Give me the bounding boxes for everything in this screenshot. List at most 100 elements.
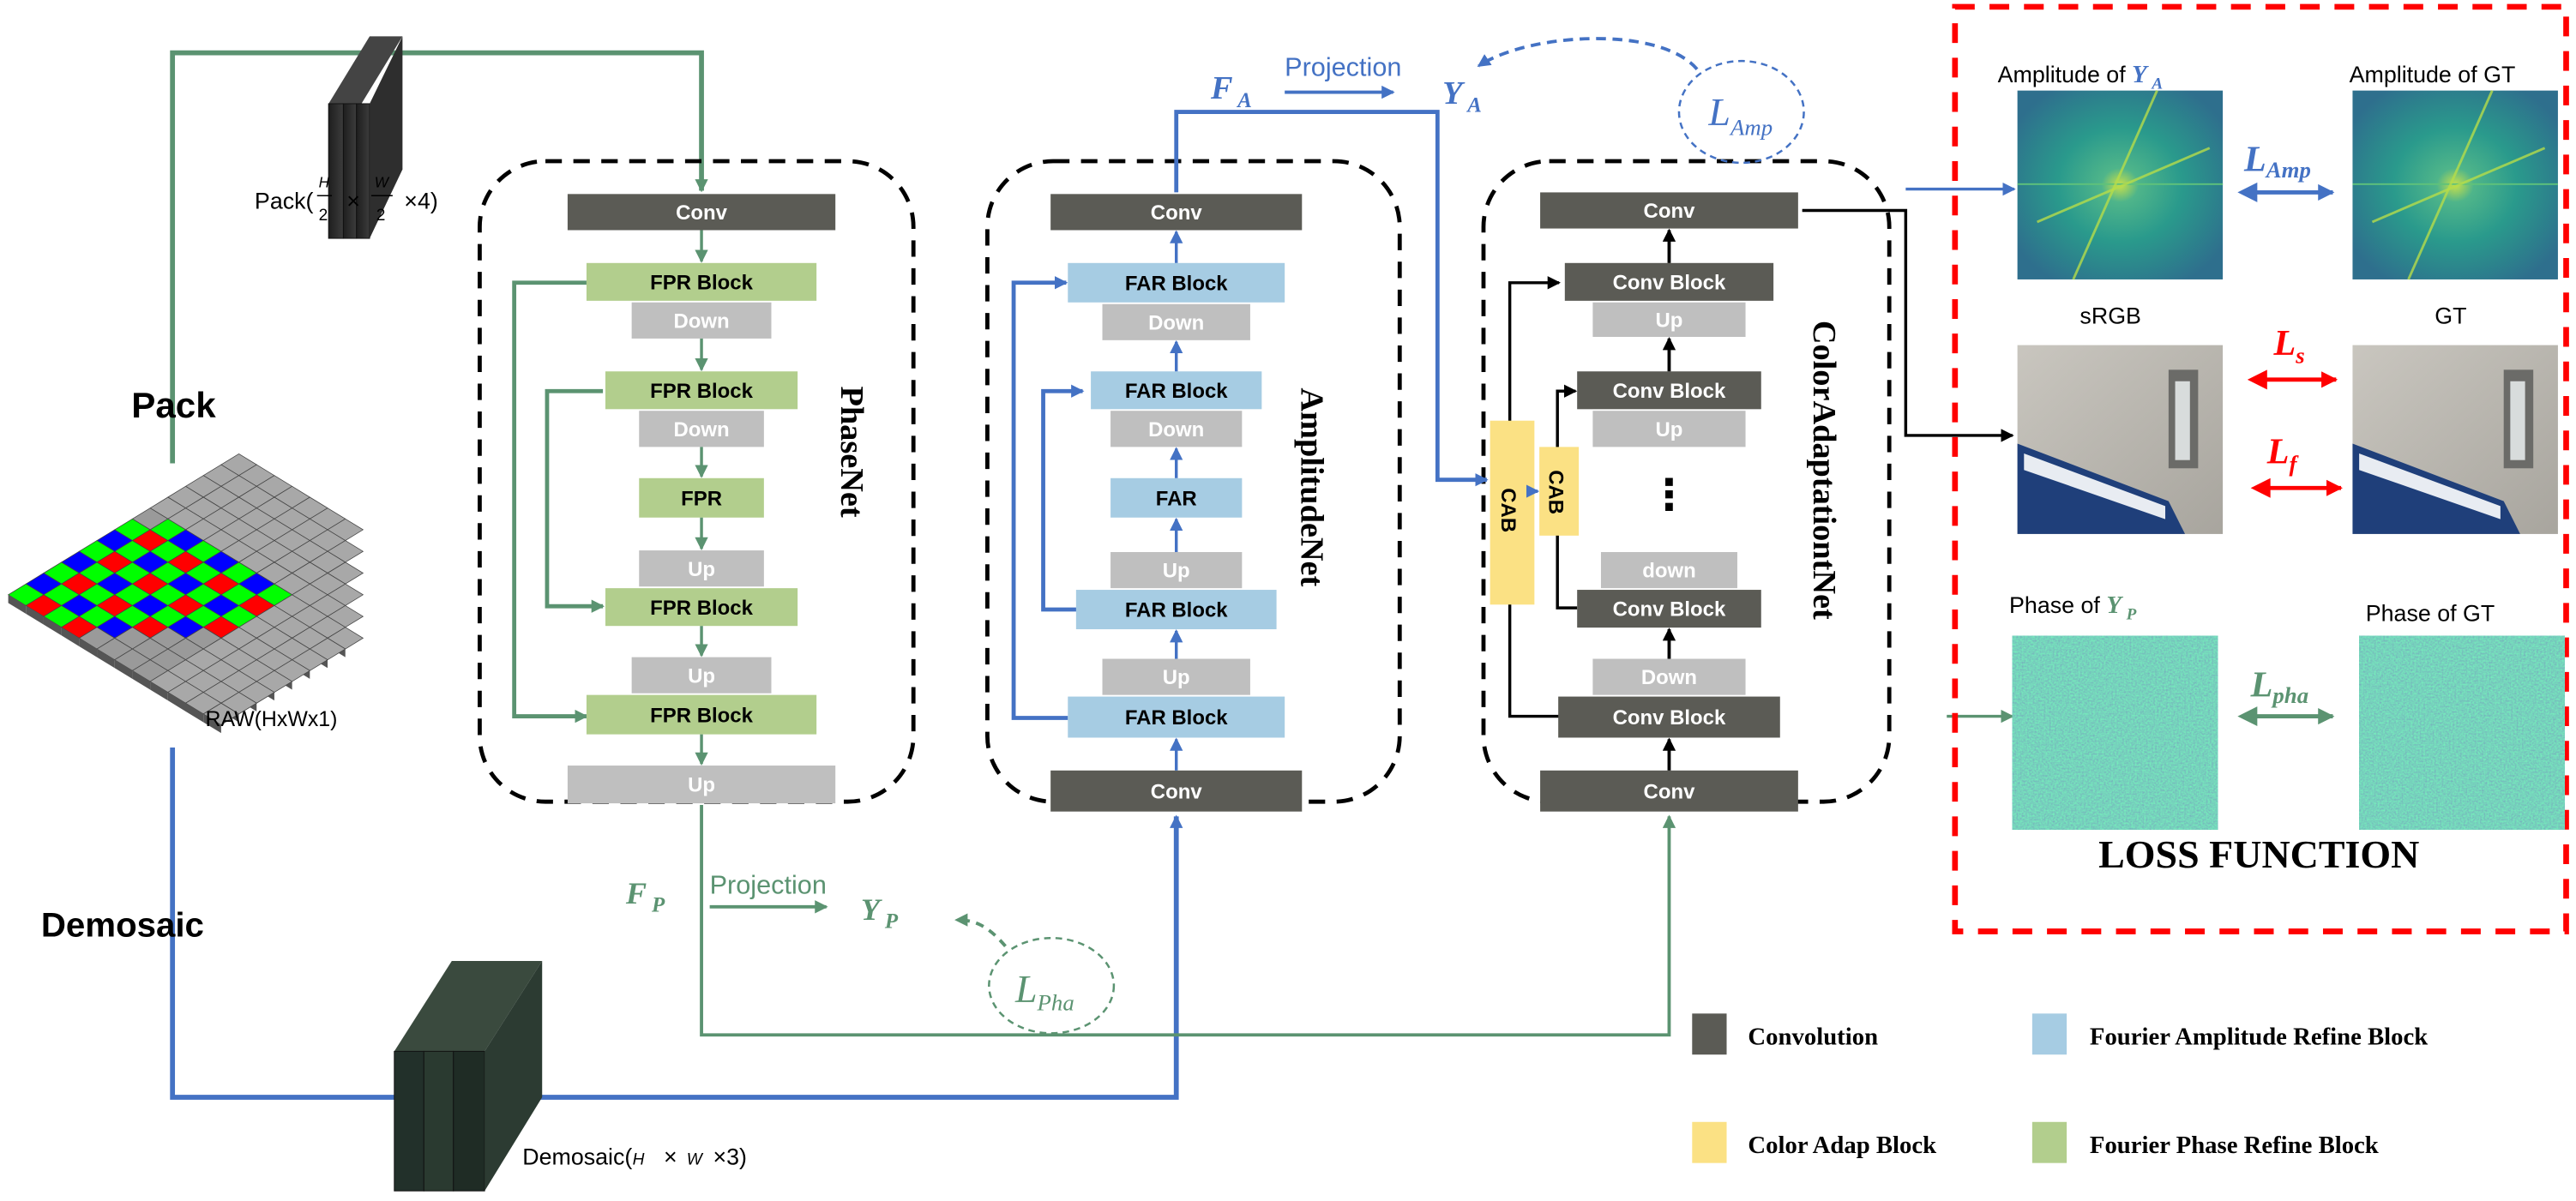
- svg-text:Up: Up: [1656, 309, 1683, 333]
- pack-shape-label: Pack( H 2 × W 2 ×4): [255, 174, 438, 225]
- svg-text:Projection: Projection: [710, 870, 827, 899]
- svg-text:Conv Block: Conv Block: [1613, 706, 1726, 730]
- amplitudenet-down-block: Down: [1102, 303, 1250, 340]
- svg-text:Conv: Conv: [1644, 780, 1696, 803]
- legend-item-color-adap: Color Adap Block: [1692, 1121, 1936, 1163]
- bayer-cell-side: [79, 638, 98, 658]
- svg-text:Down: Down: [1148, 311, 1204, 334]
- svg-text:YA: YA: [1442, 75, 1482, 117]
- phasenet-down-block: Down: [639, 411, 764, 447]
- svg-text:Up: Up: [1163, 560, 1190, 583]
- amplitudenet-far-block-block: FAR Block: [1068, 262, 1285, 303]
- svg-text:FPR: FPR: [681, 487, 722, 510]
- amplitude-feature-connector: [1174, 110, 1489, 487]
- svg-text:FPR Block: FPR Block: [650, 704, 753, 727]
- phase-gt-image: [2359, 635, 2565, 830]
- amplitudenet-far-block-block: FAR Block: [1075, 590, 1277, 630]
- pack-title: Pack: [131, 385, 216, 425]
- svg-text:YP: YP: [861, 892, 899, 934]
- coloradaptationnet-conv-block: Conv: [1540, 770, 1798, 812]
- phase-feature-connector: [700, 805, 1676, 1037]
- coloradaptationnet-up-block: Up: [1592, 302, 1746, 338]
- phasenet-conv-block: Conv: [567, 194, 836, 231]
- phasenet-fpr-block-block: FPR Block: [605, 588, 798, 627]
- amplitude-loss: LAmp: [2237, 140, 2335, 202]
- svg-text:Conv: Conv: [1151, 780, 1203, 803]
- svg-text:Conv: Conv: [676, 201, 728, 225]
- phasenet-fpr-block-block: FPR Block: [586, 262, 817, 301]
- svg-text:×3): ×3): [713, 1144, 746, 1170]
- amplitudenet-down-block: Down: [1110, 411, 1243, 447]
- amplitudenet-conv-block: Conv: [1050, 770, 1303, 812]
- frequency-loss: Lf: [2250, 432, 2343, 498]
- phase-loss: Lpha: [2237, 665, 2335, 727]
- bayer-cell-side: [185, 703, 204, 723]
- coloradaptationnet-up-block: Up: [1592, 411, 1746, 447]
- loss-function-title: LOSS FUNCTION: [2098, 832, 2419, 876]
- svg-text:H: H: [319, 174, 330, 191]
- demosaic-connector: [170, 747, 1183, 1100]
- svg-text:Color Adap Block: Color Adap Block: [1748, 1132, 1936, 1159]
- cab-block-1: CAB: [1490, 420, 1535, 605]
- coloradaptationnet-conv-block-block: Conv Block: [1564, 262, 1774, 301]
- legend-item-fourier-amplitude-refine: Fourier Amplitude Refine Block: [2031, 1013, 2428, 1055]
- legend-item-fourier-phase-refine: Fourier Phase Refine Block: [2031, 1121, 2379, 1163]
- output-to-srgb-connector: [1802, 208, 2014, 442]
- svg-text:Demosaic(: Demosaic(: [522, 1144, 632, 1170]
- svg-text:FAR Block: FAR Block: [1125, 272, 1228, 295]
- svg-text:Lpha: Lpha: [2250, 665, 2308, 709]
- phasenet-fpr-block: FPR: [639, 477, 764, 518]
- svg-text:Down: Down: [673, 418, 729, 441]
- amplitudenet-far-block-block: FAR Block: [1068, 696, 1285, 738]
- legend-item-convolution: Convolution: [1692, 1013, 1878, 1055]
- amplitude-gt-label: Amplitude of GT: [2350, 62, 2516, 87]
- svg-text:Up: Up: [1163, 666, 1190, 689]
- svg-text:Conv: Conv: [1644, 200, 1696, 223]
- phasenet-fpr-block-block: FPR Block: [586, 694, 817, 735]
- svg-text:W: W: [375, 174, 390, 191]
- svg-text:down: down: [1642, 560, 1696, 583]
- coloradaptationnet-title: ColorAdaptationtNet: [1806, 321, 1842, 620]
- svg-text:Down: Down: [673, 309, 729, 333]
- srgb-label: sRGB: [2079, 303, 2141, 329]
- coloradaptationnet-down-block: down: [1600, 551, 1737, 589]
- svg-text:×4): ×4): [404, 189, 438, 214]
- bayer-cell-side: [167, 692, 186, 712]
- demosaic-feature-stack: [394, 961, 543, 1192]
- svg-text:FAR: FAR: [1156, 487, 1197, 510]
- svg-text:Fourier Phase Refine Block: Fourier Phase Refine Block: [2090, 1132, 2379, 1159]
- svg-text:Convolution: Convolution: [1748, 1024, 1878, 1051]
- svg-text:2: 2: [319, 207, 328, 225]
- svg-text:FAR Block: FAR Block: [1125, 599, 1228, 622]
- bayer-cell-side: [150, 681, 168, 701]
- bayer-cell: [202, 702, 240, 725]
- phasenet-frame: [478, 159, 916, 804]
- coloradaptationnet-down-block: Down: [1592, 658, 1746, 695]
- phasenet-title: PhaseNet: [834, 386, 870, 517]
- svg-text:Up: Up: [688, 774, 715, 797]
- phasenet-down-block: Down: [631, 302, 772, 339]
- svg-text:FP: FP: [625, 876, 665, 917]
- bayer-cell-side: [97, 649, 115, 669]
- phase-pred-image: [2012, 635, 2218, 830]
- svg-text:CAB: CAB: [1544, 470, 1568, 514]
- svg-text:CAB: CAB: [1496, 488, 1520, 532]
- svg-text:FAR Block: FAR Block: [1125, 706, 1228, 730]
- svg-text:Up: Up: [1656, 418, 1683, 441]
- svg-text:2: 2: [376, 207, 386, 225]
- svg-text:FA: FA: [1210, 70, 1252, 112]
- demosaic-title: Demosaic: [41, 905, 204, 944]
- svg-text:LPha: LPha: [1014, 967, 1074, 1016]
- phasenet-skip-outer: [512, 280, 588, 724]
- srgb-output-image: [2017, 345, 2224, 534]
- svg-text:FPR Block: FPR Block: [650, 597, 753, 620]
- amplitudenet-title: AmplitudeNet: [1293, 387, 1329, 586]
- svg-text:FAR Block: FAR Block: [1125, 380, 1228, 403]
- bayer-cell-side: [114, 659, 133, 679]
- phasenet-fpr-block-block: FPR Block: [605, 371, 798, 410]
- ellipsis-indicator: ⋮: [1648, 471, 1691, 519]
- raw-bayer-mosaic: [7, 453, 364, 734]
- gt-label: GT: [2435, 303, 2466, 329]
